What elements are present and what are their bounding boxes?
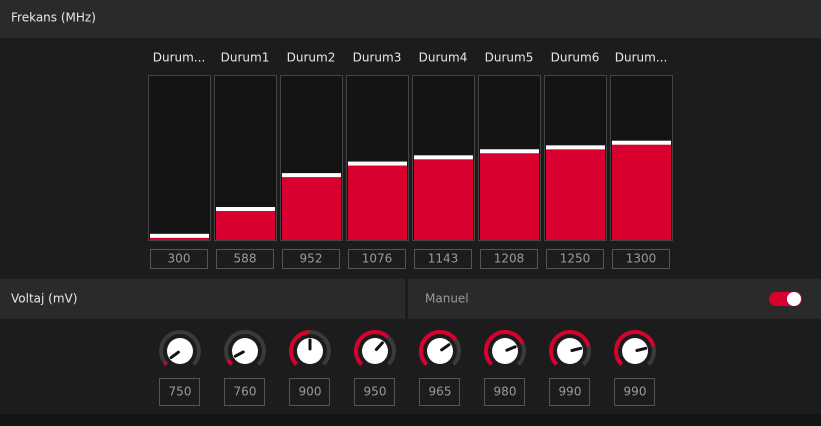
value-box[interactable] [354, 378, 395, 406]
knob[interactable] [297, 338, 323, 364]
bar [480, 150, 539, 240]
knob[interactable] [232, 338, 258, 364]
value-text: 1208 [494, 252, 525, 266]
value-text: 588 [234, 252, 257, 266]
value-box[interactable] [419, 378, 460, 406]
state-label: Durum5 [485, 51, 534, 65]
state-label: Durum6 [551, 51, 600, 65]
bar [546, 146, 605, 240]
knob-pointer [169, 350, 180, 360]
bar-handle[interactable] [414, 155, 473, 160]
state-label: Durum3 [353, 51, 402, 65]
bar [282, 174, 341, 240]
bar-handle[interactable] [150, 233, 209, 238]
state-label: Durum1 [221, 51, 270, 65]
value-text: 760 [234, 385, 257, 399]
value-box[interactable] [546, 249, 604, 269]
knob-pointer [570, 346, 583, 353]
bar-handle[interactable] [282, 173, 341, 178]
knob[interactable] [492, 338, 518, 364]
knob[interactable] [167, 338, 193, 364]
bar [216, 208, 275, 240]
state-label: Durum... [153, 51, 206, 65]
knob-pointer [505, 345, 517, 352]
voltage-header [0, 279, 405, 319]
bar-handle[interactable] [480, 149, 539, 154]
knob-pointer [440, 343, 451, 352]
knob-arc [226, 358, 234, 366]
value-text: 1143 [428, 252, 459, 266]
knob[interactable] [622, 338, 648, 364]
knob-track [159, 330, 201, 366]
bottom-strip [0, 414, 821, 426]
value-text: 1076 [362, 252, 393, 266]
mode-header [408, 279, 821, 319]
value-box[interactable] [282, 249, 340, 269]
state-label: Durum4 [419, 51, 468, 65]
toggle-knob[interactable] [787, 292, 801, 306]
value-box[interactable] [289, 378, 330, 406]
knob-arc [614, 330, 656, 366]
value-box[interactable] [224, 378, 265, 406]
bar-handle[interactable] [216, 207, 275, 212]
state-label: Durum... [615, 51, 668, 65]
value-box[interactable] [614, 378, 655, 406]
bar-handle[interactable] [612, 140, 671, 145]
bar-slot [148, 75, 211, 241]
value-box[interactable] [414, 249, 472, 269]
knob-pointer [233, 350, 245, 358]
value-text: 900 [299, 385, 322, 399]
knob-pointer [374, 341, 384, 352]
value-text: 990 [624, 385, 647, 399]
value-text: 750 [169, 385, 192, 399]
frequency-title: Frekans (MHz) [11, 11, 96, 25]
value-box[interactable] [484, 378, 525, 406]
bar [612, 142, 671, 240]
knob[interactable] [557, 338, 583, 364]
value-box[interactable] [216, 249, 274, 269]
knob-arc [419, 330, 458, 366]
value-text: 980 [494, 385, 517, 399]
voltage-title: Voltaj (mV) [11, 292, 77, 306]
value-text: 300 [168, 252, 191, 266]
knob-arc [484, 330, 525, 366]
knob-track [224, 330, 266, 366]
mode-toggle[interactable] [769, 292, 802, 306]
value-text: 950 [364, 385, 387, 399]
value-text: 1250 [560, 252, 591, 266]
knob-pointer [635, 346, 648, 353]
knob[interactable] [427, 338, 453, 364]
knob[interactable] [362, 338, 388, 364]
value-box[interactable] [480, 249, 538, 269]
mode-label: Manuel [425, 292, 469, 306]
value-text: 965 [429, 385, 452, 399]
value-box[interactable] [150, 249, 208, 269]
value-box[interactable] [348, 249, 406, 269]
knob-arc [549, 330, 591, 366]
frequency-header [0, 0, 821, 38]
value-text: 990 [559, 385, 582, 399]
value-text: 1300 [626, 252, 657, 266]
knob-arc [354, 330, 390, 366]
knob-arc [163, 361, 169, 366]
value-box[interactable] [159, 378, 200, 406]
value-box[interactable] [549, 378, 590, 406]
value-text: 952 [300, 252, 323, 266]
value-box[interactable] [612, 249, 670, 269]
bar-handle[interactable] [348, 161, 407, 166]
bar [414, 156, 473, 240]
state-label: Durum2 [287, 51, 336, 65]
bar-handle[interactable] [546, 145, 605, 150]
bar [348, 163, 407, 240]
knob-arc [289, 330, 311, 366]
